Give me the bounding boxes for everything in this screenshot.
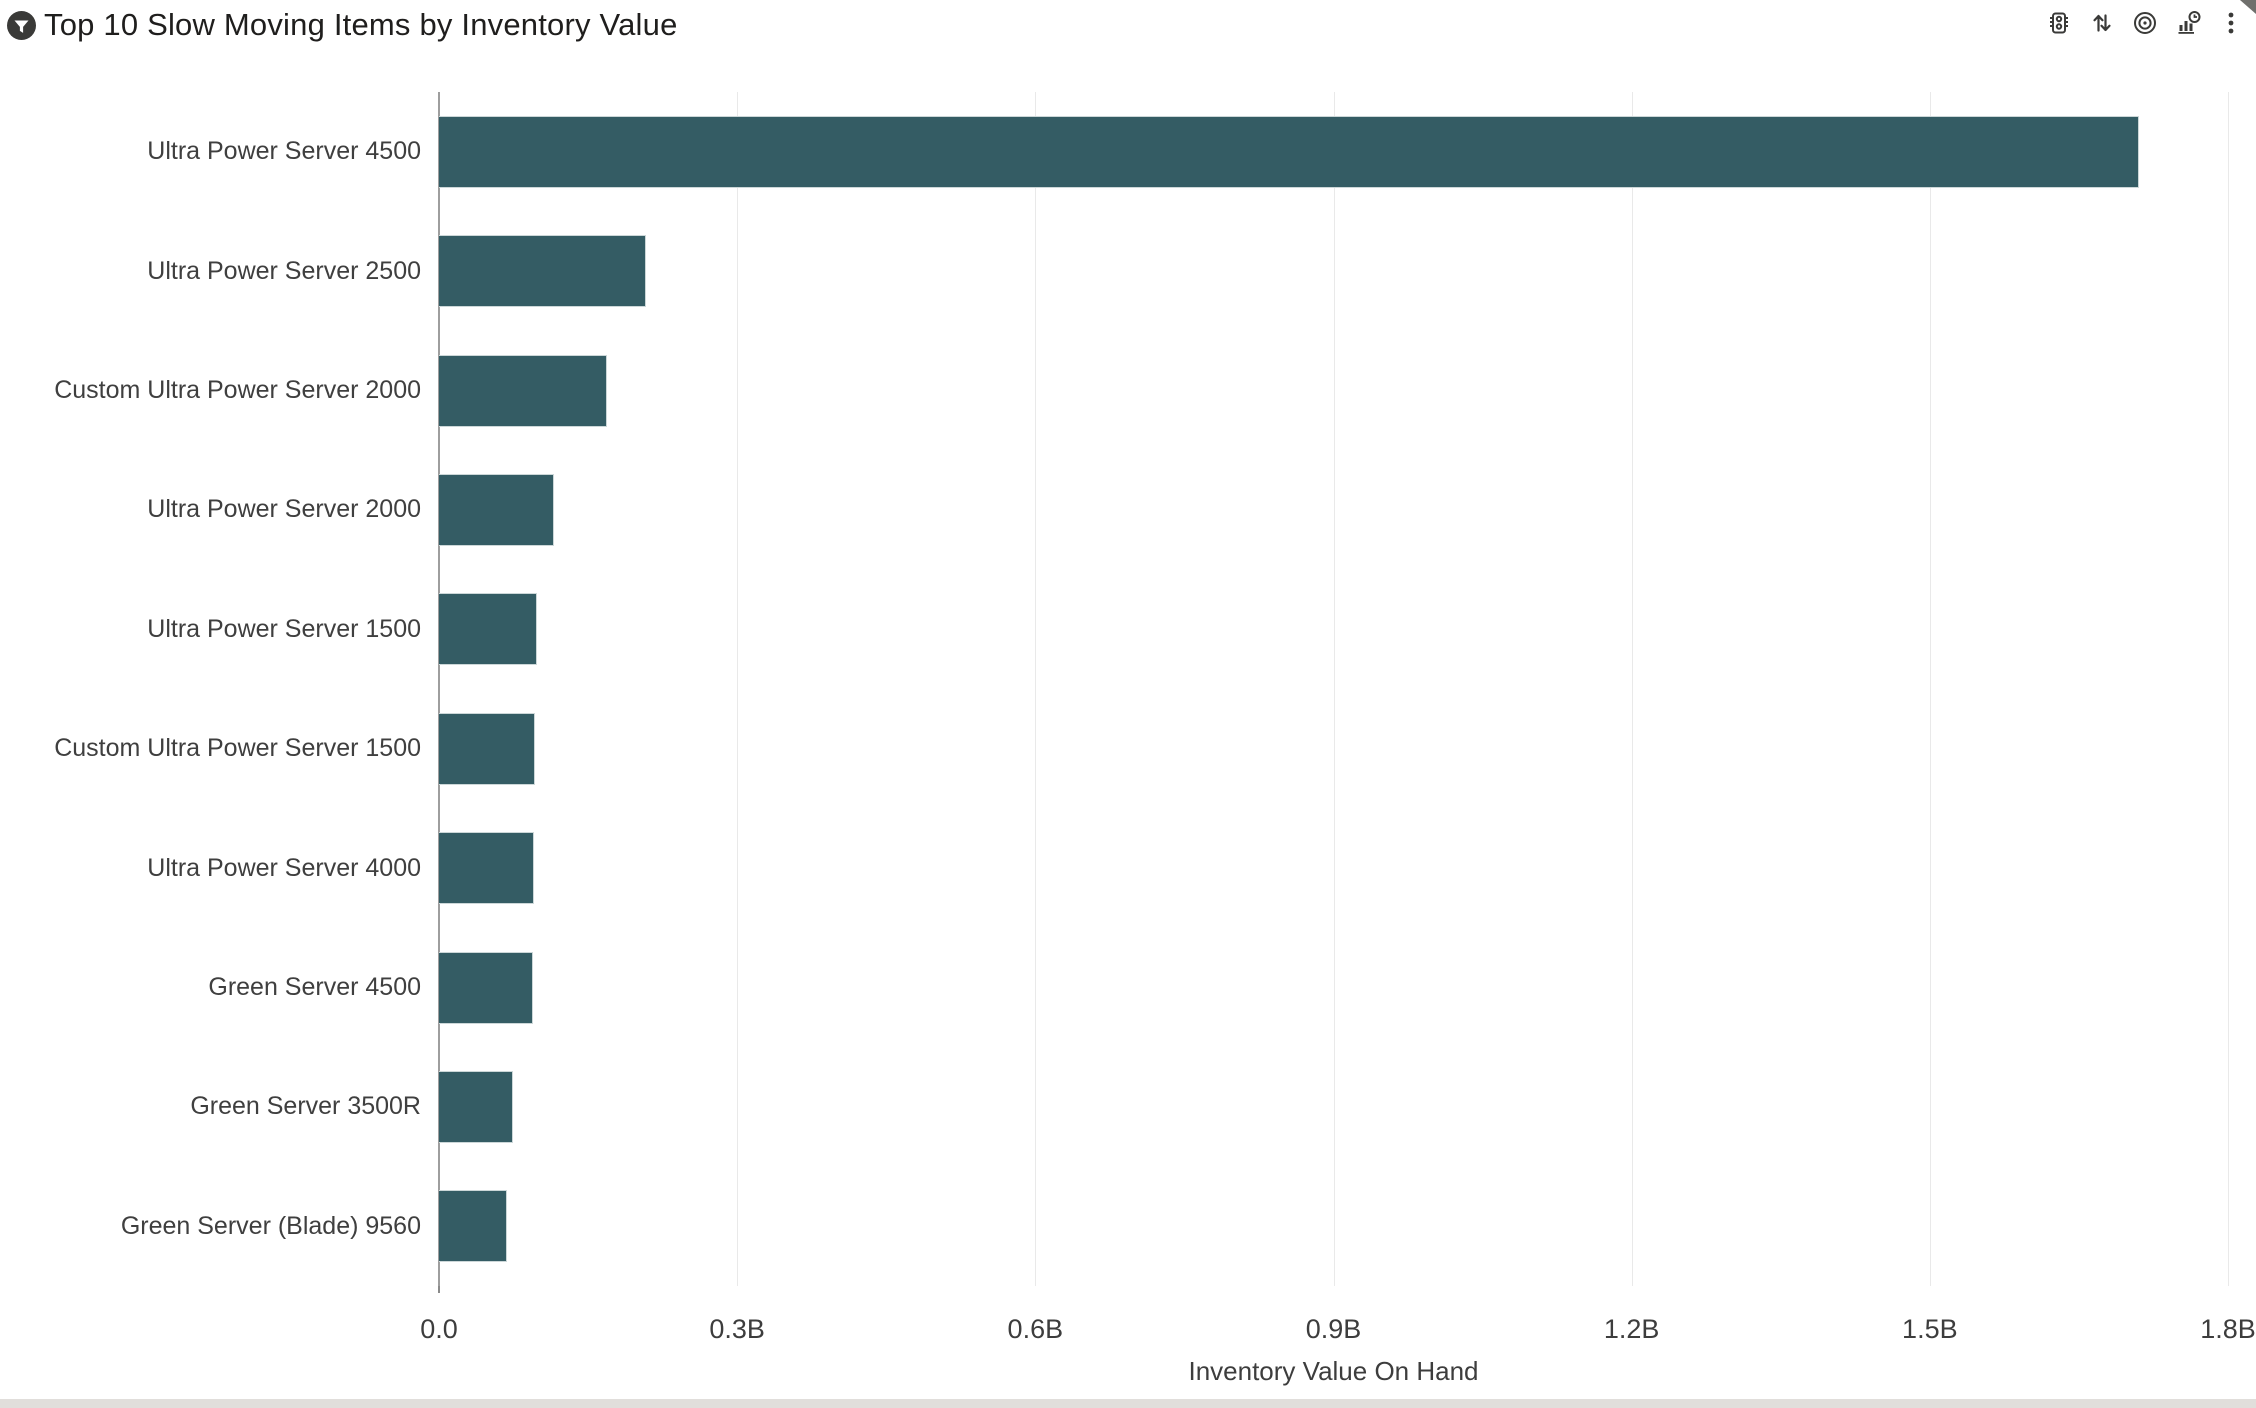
bar[interactable] bbox=[439, 593, 538, 666]
category-label: Ultra Power Server 2500 bbox=[147, 256, 421, 285]
category-label: Green Server (Blade) 9560 bbox=[120, 1211, 421, 1240]
x-tick-label: 0.3B bbox=[709, 1314, 765, 1344]
y-axis-category-labels: Ultra Power Server 4500 Ultra Power Serve… bbox=[0, 92, 421, 1286]
title-area: Top 10 Slow Moving Items by Inventory Va… bbox=[6, 7, 678, 43]
x-tick-label: 0.9B bbox=[1305, 1314, 1362, 1344]
x-tick-label: 1.5B bbox=[1902, 1314, 1958, 1344]
bar[interactable] bbox=[439, 354, 607, 427]
filter-icon[interactable] bbox=[6, 10, 37, 41]
chart-clock-icon[interactable] bbox=[2173, 8, 2203, 38]
category-label: Ultra Power Server 4000 bbox=[147, 853, 421, 882]
category-label: Green Server 4500 bbox=[208, 972, 421, 1001]
x-axis-tick-labels: 0.0 0.3B 0.6B 0.9B 1.2B 1.5B 1.8B bbox=[420, 1314, 2256, 1344]
bar[interactable] bbox=[439, 473, 555, 546]
toolbar bbox=[2044, 8, 2246, 38]
bar[interactable] bbox=[439, 832, 535, 905]
category-label: Ultra Power Server 4500 bbox=[147, 137, 421, 166]
category-label: Custom Ultra Power Server 2000 bbox=[54, 375, 421, 404]
gridline bbox=[737, 92, 739, 1286]
page-title: Top 10 Slow Moving Items by Inventory Va… bbox=[44, 7, 678, 42]
x-axis-zero-tick bbox=[438, 1286, 440, 1293]
x-tick-label: 0.0 bbox=[420, 1314, 458, 1344]
category-label: Ultra Power Server 1500 bbox=[147, 614, 421, 643]
bar[interactable] bbox=[439, 1070, 513, 1143]
sort-icon[interactable] bbox=[2087, 8, 2117, 38]
visual-header: Top 10 Slow Moving Items by Inventory Va… bbox=[0, 0, 2256, 56]
y-axis-line bbox=[438, 92, 440, 1286]
category-label: Custom Ultra Power Server 1500 bbox=[54, 734, 421, 763]
category-label: Green Server 3500R bbox=[190, 1092, 421, 1121]
plot-area bbox=[438, 92, 2229, 1293]
more-options-icon[interactable] bbox=[2216, 8, 2246, 38]
x-tick-label: 1.8B bbox=[2200, 1314, 2256, 1344]
gridline bbox=[1929, 92, 1931, 1286]
horizontal-scrollbar-track[interactable] bbox=[0, 1399, 2256, 1408]
target-icon[interactable] bbox=[2130, 8, 2160, 38]
gridline bbox=[1631, 92, 1633, 1286]
category-label: Ultra Power Server 2000 bbox=[147, 495, 421, 524]
bar[interactable] bbox=[439, 951, 534, 1024]
bar[interactable] bbox=[439, 1190, 507, 1263]
traffic-light-icon[interactable] bbox=[2044, 8, 2074, 38]
bar[interactable] bbox=[439, 115, 2139, 188]
bar[interactable] bbox=[439, 235, 646, 308]
x-tick-label: 1.2B bbox=[1603, 1314, 1660, 1344]
bar[interactable] bbox=[439, 712, 536, 785]
gridline bbox=[1035, 92, 1037, 1286]
gridline bbox=[2228, 92, 2229, 1286]
x-axis-title: Inventory Value On Hand bbox=[1188, 1356, 1479, 1386]
gridline bbox=[1333, 92, 1335, 1286]
x-tick-label: 0.6B bbox=[1007, 1314, 1064, 1344]
